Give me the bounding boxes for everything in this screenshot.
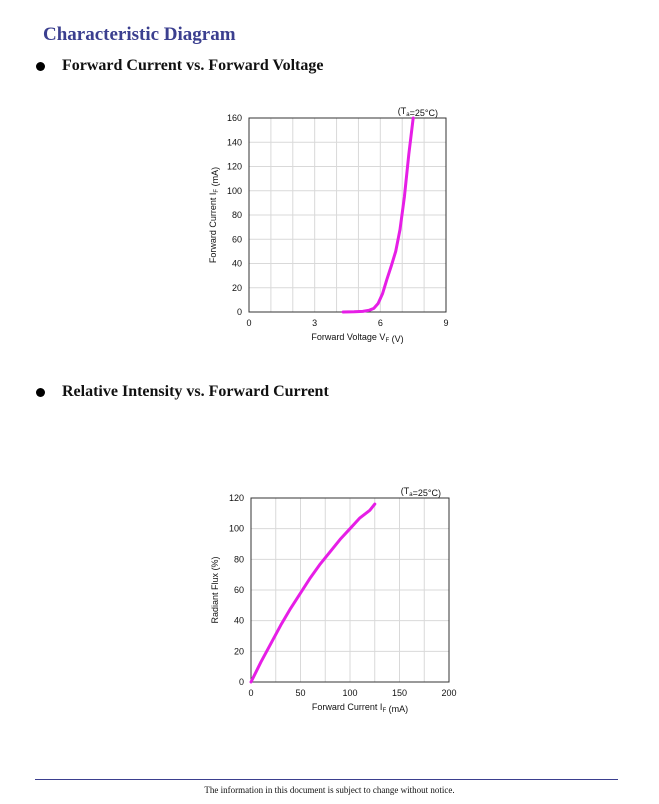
bullet-icon	[36, 61, 45, 71]
y-tick-label: 140	[227, 137, 242, 147]
section-heading-iv: Forward Current vs. Forward Voltage	[36, 57, 323, 75]
x-axis-title: Forward Current IF (mA)	[312, 702, 408, 714]
footer-notice: The information in this document is subj…	[204, 785, 455, 795]
forward-current-voltage-chart: 0 20 40 60 80 100 120 140 160 0 3 6 9 Forward Voltage…	[208, 106, 449, 344]
y-tick-label: 20	[234, 646, 244, 656]
y-axis-title: Radiant Flux (%)	[210, 556, 220, 623]
x-tick-label: 100	[342, 688, 357, 698]
section-heading-intensity: Relative Intensity vs. Forward Current	[36, 383, 329, 401]
x-tick-label: 50	[295, 688, 305, 698]
y-tick-label: 120	[229, 493, 244, 503]
y-tick-label: 60	[232, 234, 242, 244]
x-tick-label: 0	[248, 688, 253, 698]
y-tick-label: 80	[234, 554, 244, 564]
series-line	[341, 116, 415, 314]
x-tick-label: 150	[392, 688, 407, 698]
x-tick-label: 9	[443, 318, 448, 328]
footer-divider	[35, 779, 618, 780]
relative-intensity-current-chart: 0 20 40 60 80 100 120 0 50 100 150 200 Forward Curre…	[210, 486, 457, 714]
x-axis-title: Forward Voltage VF (V)	[311, 332, 403, 344]
x-tick-label: 200	[441, 688, 456, 698]
y-tick-label: 0	[239, 677, 244, 687]
x-tick-label: 0	[246, 318, 251, 328]
y-tick-label: 20	[232, 283, 242, 293]
section-label: Relative Intensity vs. Forward Current	[62, 383, 329, 400]
y-tick-label: 100	[227, 186, 242, 196]
temperature-annotation: (Ta=25°C)	[401, 486, 441, 498]
plot-frame	[250, 497, 450, 683]
x-tick-label: 6	[378, 318, 383, 328]
y-tick-label: 40	[232, 259, 242, 269]
y-tick-label: 160	[227, 113, 242, 123]
page-title: Characteristic Diagram	[43, 24, 236, 45]
bullet-icon	[36, 387, 45, 397]
series-line	[249, 502, 377, 684]
x-tick-label: 3	[312, 318, 317, 328]
y-axis-title: Forward Current IF (mA)	[208, 167, 220, 263]
y-tick-label: 100	[229, 524, 244, 534]
y-tick-label: 60	[234, 585, 244, 595]
y-tick-label: 80	[232, 210, 242, 220]
temperature-annotation: (Ta=25°C)	[398, 106, 438, 118]
section-label: Forward Current vs. Forward Voltage	[62, 57, 324, 74]
y-tick-label: 120	[227, 162, 242, 172]
y-tick-label: 0	[237, 307, 242, 317]
y-tick-label: 40	[234, 616, 244, 626]
